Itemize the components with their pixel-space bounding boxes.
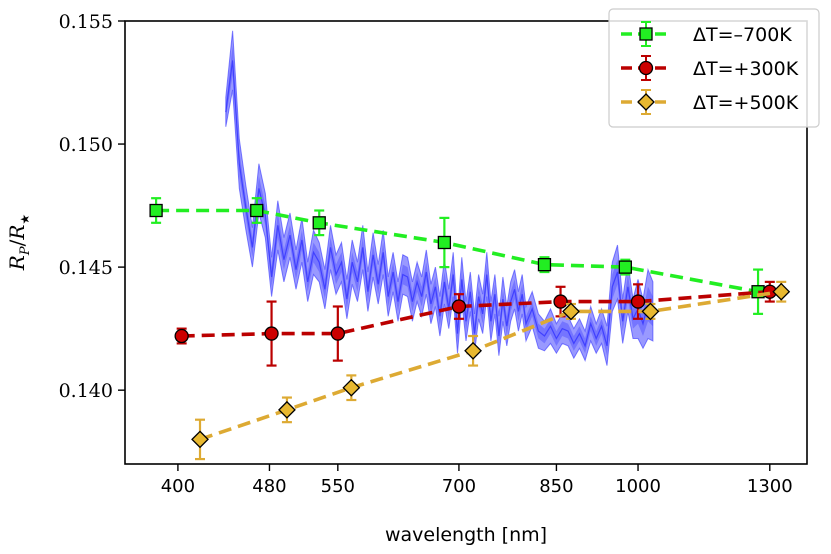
data-point <box>342 378 361 397</box>
legend-entry: ΔT=–700K <box>621 21 792 47</box>
data-point <box>553 294 568 309</box>
x-tick-label: 480 <box>252 476 286 497</box>
x-tick-label: 700 <box>442 476 476 497</box>
legend-label: ΔT=+300K <box>693 58 799 80</box>
legend-label: ΔT=+500K <box>693 92 799 114</box>
spectrum-band-outer <box>225 30 654 366</box>
svg-text:RP/R★: RP/R★ <box>5 214 33 271</box>
data-point <box>641 302 660 321</box>
data-point <box>250 203 264 218</box>
legend-marker <box>637 93 655 111</box>
series-layer <box>149 197 791 461</box>
data-point <box>464 341 482 360</box>
spectrum-layer <box>225 30 654 366</box>
data-point <box>451 299 467 314</box>
y-axis-title-denom-sub: ★ <box>18 214 32 225</box>
y-tick-label: 0.145 <box>59 257 113 279</box>
data-point <box>174 328 189 344</box>
data-point <box>562 302 580 321</box>
x-tick-label: 400 <box>161 476 195 497</box>
series-1 <box>149 197 765 315</box>
y-axis-title-main-sub: P <box>18 246 33 256</box>
legend-entry: ΔT=+300K <box>621 55 799 81</box>
x-tick-label: 550 <box>321 476 355 497</box>
data-point <box>330 326 345 341</box>
data-point <box>191 430 209 449</box>
data-point <box>772 282 791 301</box>
legend-label: ΔT=–700K <box>693 24 792 46</box>
data-point <box>437 235 452 250</box>
data-point <box>312 216 326 230</box>
data-point <box>537 257 552 272</box>
legend: ΔT=–700K ΔT=+300K ΔT=+500K <box>608 8 820 128</box>
legend-box <box>608 8 820 128</box>
data-point <box>149 203 163 218</box>
data-point <box>618 260 632 274</box>
legend-entry: ΔT=+500K <box>621 89 799 115</box>
spectrum-line <box>225 60 654 348</box>
data-point <box>630 294 646 309</box>
y-tick-label: 0.140 <box>59 380 113 402</box>
series-3 <box>191 280 791 461</box>
plot-frame <box>124 20 808 465</box>
y-tick-label: 0.155 <box>59 11 113 33</box>
y-axis-title-denom: R <box>5 225 29 241</box>
y-tick-label: 0.150 <box>59 134 113 156</box>
legend-marker <box>639 27 653 41</box>
x-axis-title: wavelength [nm] <box>385 524 547 546</box>
data-point <box>264 326 279 341</box>
x-tick-label: 850 <box>539 476 573 497</box>
axis-layer: 0.140 0.145 0.150 0.155 400 480 550 700 850 1000 1… <box>59 11 793 497</box>
y-axis-title-main: R <box>5 255 29 271</box>
data-point <box>278 400 296 419</box>
x-tick-label: 1300 <box>747 476 793 497</box>
y-axis-title-sep: / <box>5 239 29 246</box>
legend-marker <box>638 60 654 76</box>
x-tick-label: 1000 <box>615 476 661 497</box>
y-axis-title: RP/R★ <box>5 214 33 271</box>
